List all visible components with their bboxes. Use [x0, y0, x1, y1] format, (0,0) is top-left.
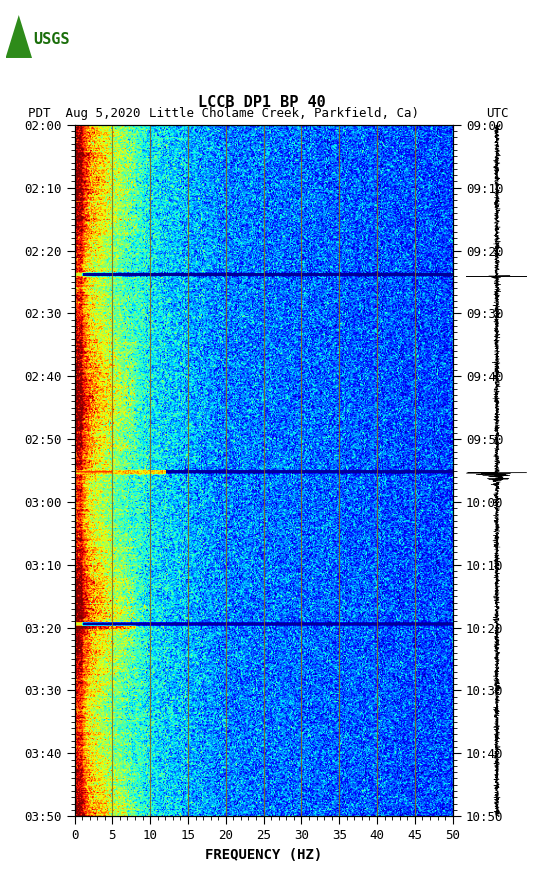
Text: UTC: UTC: [486, 106, 508, 120]
Text: USGS: USGS: [33, 32, 70, 47]
Text: LCCB DP1 BP 40: LCCB DP1 BP 40: [198, 95, 326, 110]
Text: PDT  Aug 5,2020: PDT Aug 5,2020: [28, 106, 140, 120]
Text: Little Cholame Creek, Parkfield, Ca): Little Cholame Creek, Parkfield, Ca): [149, 106, 419, 120]
X-axis label: FREQUENCY (HZ): FREQUENCY (HZ): [205, 848, 322, 862]
Polygon shape: [6, 15, 32, 58]
